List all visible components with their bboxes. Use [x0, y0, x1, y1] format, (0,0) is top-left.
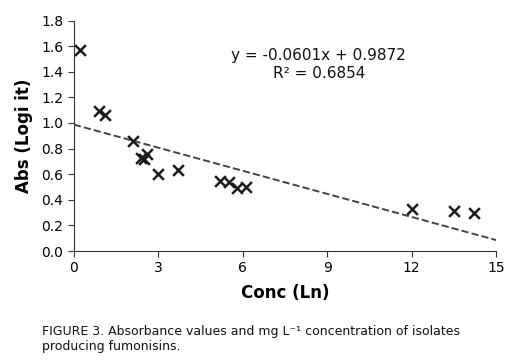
Point [154, 171, 162, 177]
Point [225, 179, 233, 185]
Point [408, 206, 416, 212]
Point [233, 185, 241, 191]
Point [95, 109, 103, 114]
Point [143, 151, 151, 157]
Point [174, 167, 182, 173]
Point [75, 47, 84, 53]
Text: FIGURE 3. Absorbance values and mg L⁻¹ concentration of isolates producing fumon: FIGURE 3. Absorbance values and mg L⁻¹ c… [42, 325, 460, 353]
Point [140, 156, 148, 162]
Text: y = -0.0601x + 0.9872
R² = 0.6854: y = -0.0601x + 0.9872 R² = 0.6854 [231, 48, 406, 81]
Point [129, 138, 137, 144]
Point [450, 208, 458, 214]
X-axis label: Conc (Ln): Conc (Ln) [241, 284, 329, 302]
Y-axis label: Abs (Logi it): Abs (Logi it) [15, 78, 33, 193]
Point [470, 210, 478, 216]
Point [137, 155, 146, 161]
Point [241, 184, 250, 190]
Point [101, 112, 109, 118]
Point [216, 178, 225, 184]
